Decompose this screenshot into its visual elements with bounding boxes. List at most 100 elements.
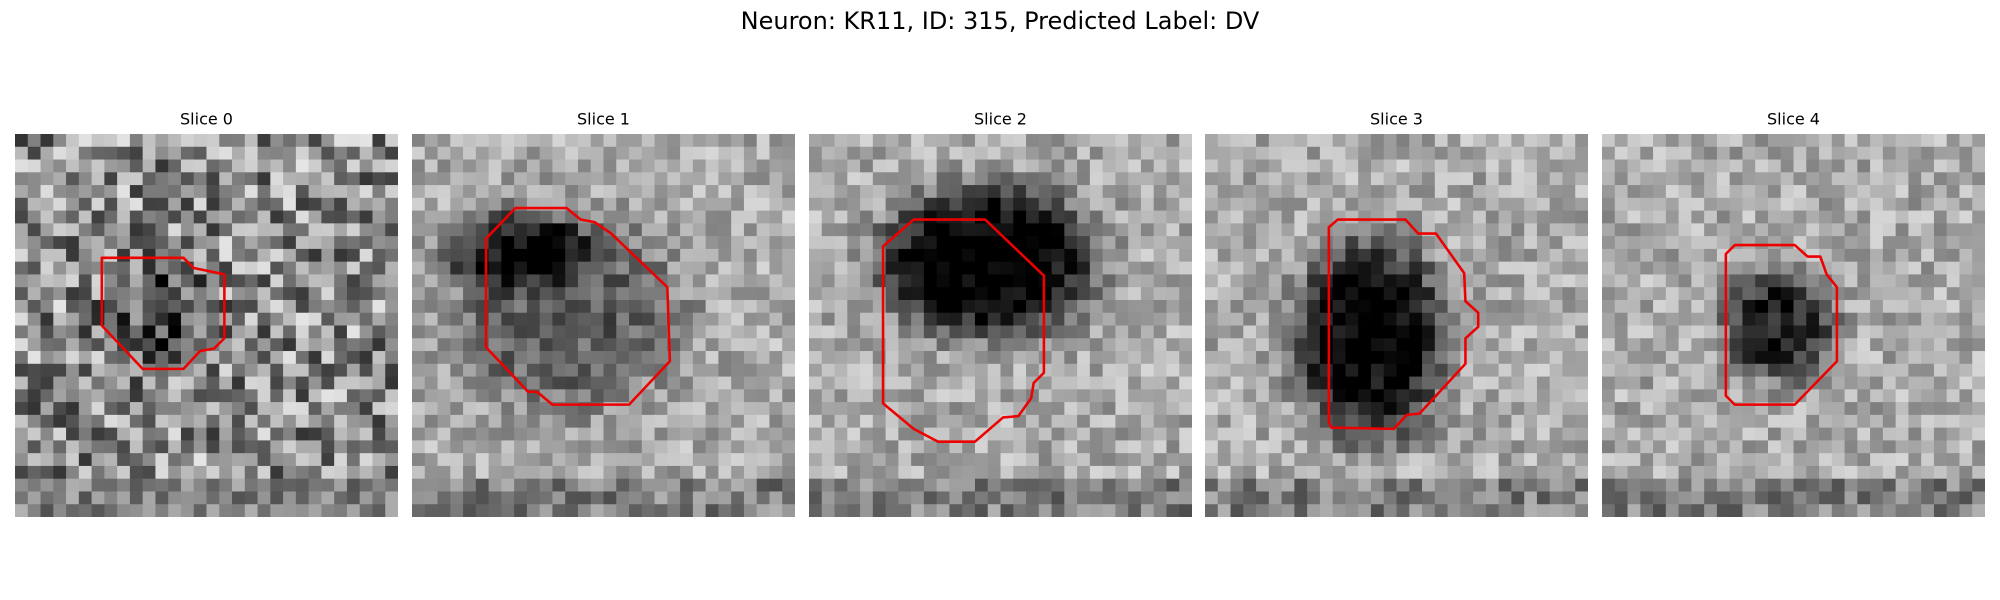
pixel [514,210,528,225]
pixel [488,274,503,288]
pixel [257,197,271,212]
pixel [1358,287,1372,301]
pixel [1026,146,1040,161]
pixel [1602,134,1616,148]
pixel [1153,504,1168,517]
pixel [590,325,605,339]
pixel [1895,248,1910,263]
pixel [1691,465,1705,480]
pixel [1831,248,1846,263]
pixel [193,197,208,212]
pixel [1691,478,1705,493]
pixel [1742,172,1756,186]
pixel [270,223,284,237]
pixel [129,223,144,237]
pixel [1959,414,1973,429]
pixel [1498,504,1513,517]
pixel [1653,504,1667,517]
pixel [603,146,617,161]
pixel [680,197,694,212]
pixel [641,287,656,301]
pixel [809,223,823,237]
pixel [565,197,579,212]
pixel [860,389,874,403]
pixel [1077,274,1091,288]
pixel [718,261,732,276]
pixel [1115,363,1129,378]
pixel [129,402,144,416]
pixel [1485,261,1500,276]
pixel [552,465,566,480]
pixel [885,210,900,225]
pixel [359,236,374,250]
pixel [936,427,951,442]
pixel [1166,248,1180,263]
pixel [1140,440,1155,454]
pixel [565,325,579,339]
pixel [1217,440,1232,454]
pixel [1959,504,1973,517]
pixel [1230,261,1244,276]
pixel [15,465,29,480]
pixel [911,325,925,339]
pixel [1485,185,1500,199]
pixel [1627,223,1641,237]
pixel [155,376,169,390]
pixel [1536,363,1551,378]
pixel [1294,389,1308,403]
pixel [987,478,1002,493]
pixel [860,478,874,493]
pixel [168,248,182,263]
pixel [1819,159,1833,173]
pixel [129,453,144,467]
pixel [1498,172,1513,186]
pixel [1115,185,1129,199]
pixel [1780,210,1795,225]
pixel [821,197,836,212]
pixel [577,376,592,390]
pixel [372,440,386,454]
pixel [1972,402,1985,416]
pixel [475,172,490,186]
pixel [1013,312,1027,327]
pixel [1128,376,1142,390]
pixel [359,287,374,301]
pixel [1319,491,1334,505]
pixel [1946,478,1961,493]
pixel [1128,223,1142,237]
pixel [1602,236,1616,250]
pixel [1409,236,1423,250]
pixel [987,185,1002,199]
pixel [898,185,912,199]
pixel [1332,351,1347,365]
pixel [437,134,451,148]
pixel [834,274,848,288]
pixel [1473,236,1487,250]
pixel [155,453,169,467]
pixel [1332,223,1347,237]
pixel [155,440,169,454]
pixel [1498,453,1513,467]
pixel [1857,210,1871,225]
pixel [1434,427,1449,442]
pixel [501,159,515,173]
pixel [552,491,566,505]
pixel [1921,159,1935,173]
pixel [1268,376,1283,390]
pixel [718,389,732,403]
pixel [1908,414,1922,429]
pixel [1908,287,1922,301]
pixel [257,453,271,467]
pixel [1345,210,1359,225]
pixel [1115,248,1129,263]
pixel [1396,351,1410,365]
pixel [847,172,861,186]
pixel [1614,287,1629,301]
pixel [987,287,1002,301]
pixel [1549,338,1564,352]
pixel [412,363,426,378]
pixel [1281,172,1296,186]
pixel [911,236,925,250]
pixel [321,210,335,225]
pixel [974,223,989,237]
